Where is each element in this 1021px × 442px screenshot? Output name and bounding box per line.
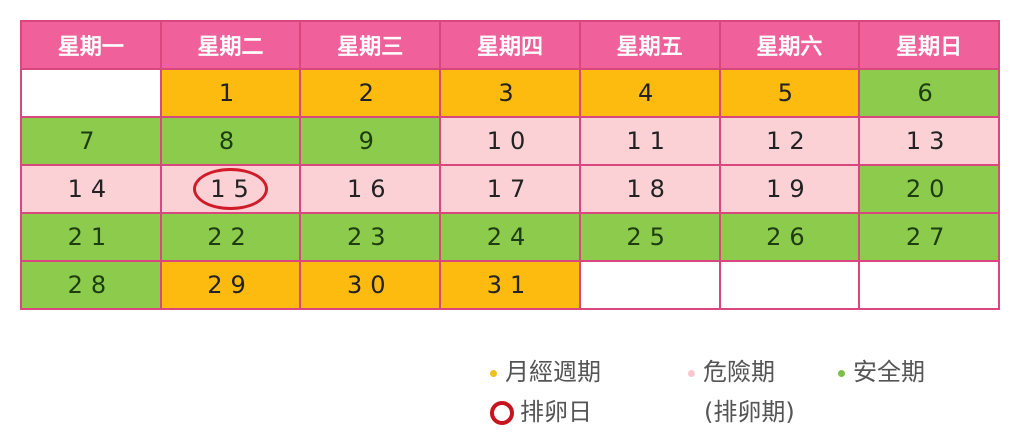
ovulation-day: 15 (193, 168, 268, 210)
day-number: 20 (905, 175, 953, 203)
day-cell: 31 (439, 260, 581, 310)
legend-danger-sub: (排卵期) (704, 398, 795, 426)
day-cell: 27 (858, 212, 1000, 262)
day-number: 28 (67, 271, 115, 299)
day-cell: 25 (578, 212, 721, 262)
day-cell: 13 (858, 116, 1000, 166)
day-number: 31 (486, 271, 534, 299)
day-number: 11 (626, 127, 673, 155)
day-number: 2 (358, 79, 382, 107)
day-cell: 1 (159, 68, 302, 118)
menstrual-dot-icon (490, 369, 497, 377)
day-cell: 26 (718, 212, 861, 262)
weekday-header: 星期三 (299, 20, 442, 70)
day-cell: 29 (159, 260, 302, 310)
day-cell: 17 (439, 164, 581, 214)
weekday-header: 星期日 (858, 20, 1000, 70)
day-number: 9 (358, 127, 382, 155)
day-cell: 11 (578, 116, 721, 166)
day-cell: 5 (718, 68, 861, 118)
week-row: 7 8 9 10 11 12 13 (20, 116, 1000, 166)
legend-label: 安全期 (853, 358, 925, 386)
day-cell: 9 (299, 116, 442, 166)
legend-label: 危險期 (703, 358, 775, 386)
day-cell: 16 (299, 164, 442, 214)
day-number: 13 (905, 127, 953, 155)
day-number: 14 (67, 175, 115, 203)
day-number: 22 (207, 223, 254, 251)
day-cell (578, 260, 721, 310)
day-number: 8 (218, 127, 243, 155)
day-cell (718, 260, 861, 310)
day-number: 16 (346, 175, 394, 203)
weekday-header: 星期六 (718, 20, 861, 70)
day-cell: 19 (718, 164, 861, 214)
day-number: 7 (79, 127, 103, 155)
day-cell: 12 (718, 116, 861, 166)
calendar: 星期一 星期二 星期三 星期四 星期五 星期六 星期日 1 2 3 4 5 6 7 8 9 10 11 12 13 1… (20, 20, 1000, 310)
legend-label: 排卵日 (520, 398, 592, 426)
day-number: 18 (626, 175, 673, 203)
day-number: 27 (905, 223, 953, 251)
day-number: 10 (486, 127, 534, 155)
day-cell: 2 (299, 68, 442, 118)
legend-label: 月經週期 (505, 358, 601, 386)
weekday-header: 星期四 (439, 20, 581, 70)
danger-dot-icon (688, 369, 695, 377)
legend-ovulation: 排卵日 (490, 392, 592, 427)
day-cell: 30 (299, 260, 442, 310)
day-cell: 15 (159, 164, 302, 214)
day-cell: 22 (159, 212, 302, 262)
day-number: 23 (346, 223, 394, 251)
day-number: 21 (67, 223, 115, 251)
legend-danger: 危險期 (688, 352, 775, 387)
day-cell: 3 (439, 68, 581, 118)
day-number: 3 (498, 79, 522, 107)
day-cell: 7 (20, 116, 162, 166)
weekday-header: 星期二 (159, 20, 302, 70)
day-cell: 10 (439, 116, 581, 166)
day-number: 25 (626, 223, 673, 251)
day-cell: 24 (439, 212, 581, 262)
day-number: 5 (777, 79, 801, 107)
ovulation-ring-icon (490, 401, 514, 425)
day-number: 26 (766, 223, 813, 251)
day-cell: 18 (578, 164, 721, 214)
day-number: 24 (486, 223, 534, 251)
day-cell: 28 (20, 260, 162, 310)
legend-safe: 安全期 (838, 352, 925, 387)
week-row: 1 2 3 4 5 6 (20, 68, 1000, 118)
day-number: 30 (346, 271, 394, 299)
week-row: 21 22 23 24 25 26 27 (20, 212, 1000, 262)
day-cell: 6 (858, 68, 1000, 118)
day-cell: 21 (20, 212, 162, 262)
safe-dot-icon (838, 369, 845, 377)
weekday-header-row: 星期一 星期二 星期三 星期四 星期五 星期六 星期日 (20, 20, 1000, 70)
day-cell (20, 68, 162, 118)
day-cell: 23 (299, 212, 442, 262)
week-row: 14 15 16 17 18 19 20 (20, 164, 1000, 214)
day-number: 29 (207, 271, 254, 299)
day-number: 4 (638, 79, 662, 107)
day-cell (858, 260, 1000, 310)
day-number: 12 (766, 127, 813, 155)
day-number: 1 (218, 79, 243, 107)
day-cell: 20 (858, 164, 1000, 214)
legend-menstrual: 月經週期 (490, 352, 601, 387)
day-number: 19 (766, 175, 813, 203)
day-cell: 14 (20, 164, 162, 214)
week-row: 28 29 30 31 (20, 260, 1000, 310)
day-number: 6 (917, 79, 941, 107)
day-cell: 4 (578, 68, 721, 118)
weekday-header: 星期一 (20, 20, 162, 70)
day-cell: 8 (159, 116, 302, 166)
day-number: 17 (486, 175, 534, 203)
weekday-header: 星期五 (578, 20, 721, 70)
